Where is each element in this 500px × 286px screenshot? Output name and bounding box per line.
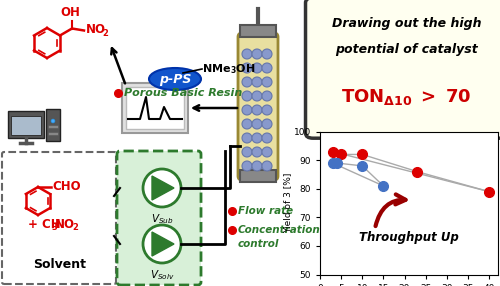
Circle shape	[252, 91, 262, 101]
Bar	[48, 132, 58, 135]
Text: Concentration: Concentration	[238, 225, 321, 235]
Circle shape	[252, 77, 262, 87]
Circle shape	[242, 161, 252, 171]
Bar	[126, 87, 184, 129]
Circle shape	[252, 49, 262, 59]
Circle shape	[252, 119, 262, 129]
Circle shape	[252, 63, 262, 73]
Text: + CH: + CH	[28, 217, 60, 231]
Text: Porous Basic Resin: Porous Basic Resin	[124, 88, 242, 98]
Circle shape	[252, 147, 262, 157]
Bar	[240, 25, 276, 37]
Circle shape	[242, 133, 252, 143]
Text: NO: NO	[55, 217, 75, 231]
Text: NO: NO	[86, 23, 106, 36]
Y-axis label: Yield of 3 [%]: Yield of 3 [%]	[284, 173, 292, 233]
Text: p-PS: p-PS	[159, 72, 191, 86]
Text: $V_{Sub}$: $V_{Sub}$	[150, 212, 174, 226]
Bar	[122, 83, 188, 133]
Circle shape	[242, 147, 252, 157]
Circle shape	[262, 105, 272, 115]
Circle shape	[252, 105, 262, 115]
Text: 2: 2	[72, 223, 78, 233]
Circle shape	[262, 147, 272, 157]
Bar	[240, 170, 276, 182]
Text: 3: 3	[51, 223, 57, 233]
Text: CHO: CHO	[52, 180, 80, 194]
Circle shape	[252, 161, 262, 171]
Circle shape	[262, 161, 272, 171]
FancyBboxPatch shape	[2, 152, 116, 284]
Text: 2: 2	[102, 29, 108, 38]
Polygon shape	[152, 232, 174, 256]
Text: Drawing out the high: Drawing out the high	[332, 17, 481, 30]
Text: potential of catalyst: potential of catalyst	[335, 43, 478, 56]
Circle shape	[143, 169, 181, 207]
Bar	[8, 111, 44, 138]
Polygon shape	[152, 176, 174, 200]
Text: Flow rate: Flow rate	[238, 206, 293, 216]
Circle shape	[262, 133, 272, 143]
Circle shape	[252, 133, 262, 143]
Circle shape	[262, 91, 272, 101]
Circle shape	[262, 77, 272, 87]
Text: OH: OH	[60, 5, 80, 19]
Circle shape	[242, 105, 252, 115]
Text: $\mathbf{NMe_3OH}$: $\mathbf{NMe_3OH}$	[202, 62, 256, 76]
Circle shape	[143, 225, 181, 263]
Circle shape	[242, 91, 252, 101]
Circle shape	[262, 49, 272, 59]
FancyBboxPatch shape	[306, 0, 500, 138]
FancyBboxPatch shape	[238, 33, 278, 180]
Circle shape	[242, 63, 252, 73]
Circle shape	[51, 119, 55, 123]
Circle shape	[262, 63, 272, 73]
Circle shape	[242, 119, 252, 129]
Bar	[11, 116, 41, 135]
Circle shape	[242, 77, 252, 87]
FancyBboxPatch shape	[117, 151, 201, 285]
Text: $V_{Solv}$: $V_{Solv}$	[150, 268, 174, 282]
Ellipse shape	[149, 68, 201, 90]
Text: control: control	[238, 239, 280, 249]
Bar	[46, 109, 60, 141]
Circle shape	[242, 49, 252, 59]
Bar	[48, 125, 58, 128]
Text: $\mathbf{TON_{\Delta 10}\ >\ 70}$: $\mathbf{TON_{\Delta 10}\ >\ 70}$	[341, 87, 472, 107]
Circle shape	[262, 119, 272, 129]
Text: Throughput Up: Throughput Up	[359, 231, 458, 244]
Text: Solvent: Solvent	[34, 257, 86, 271]
